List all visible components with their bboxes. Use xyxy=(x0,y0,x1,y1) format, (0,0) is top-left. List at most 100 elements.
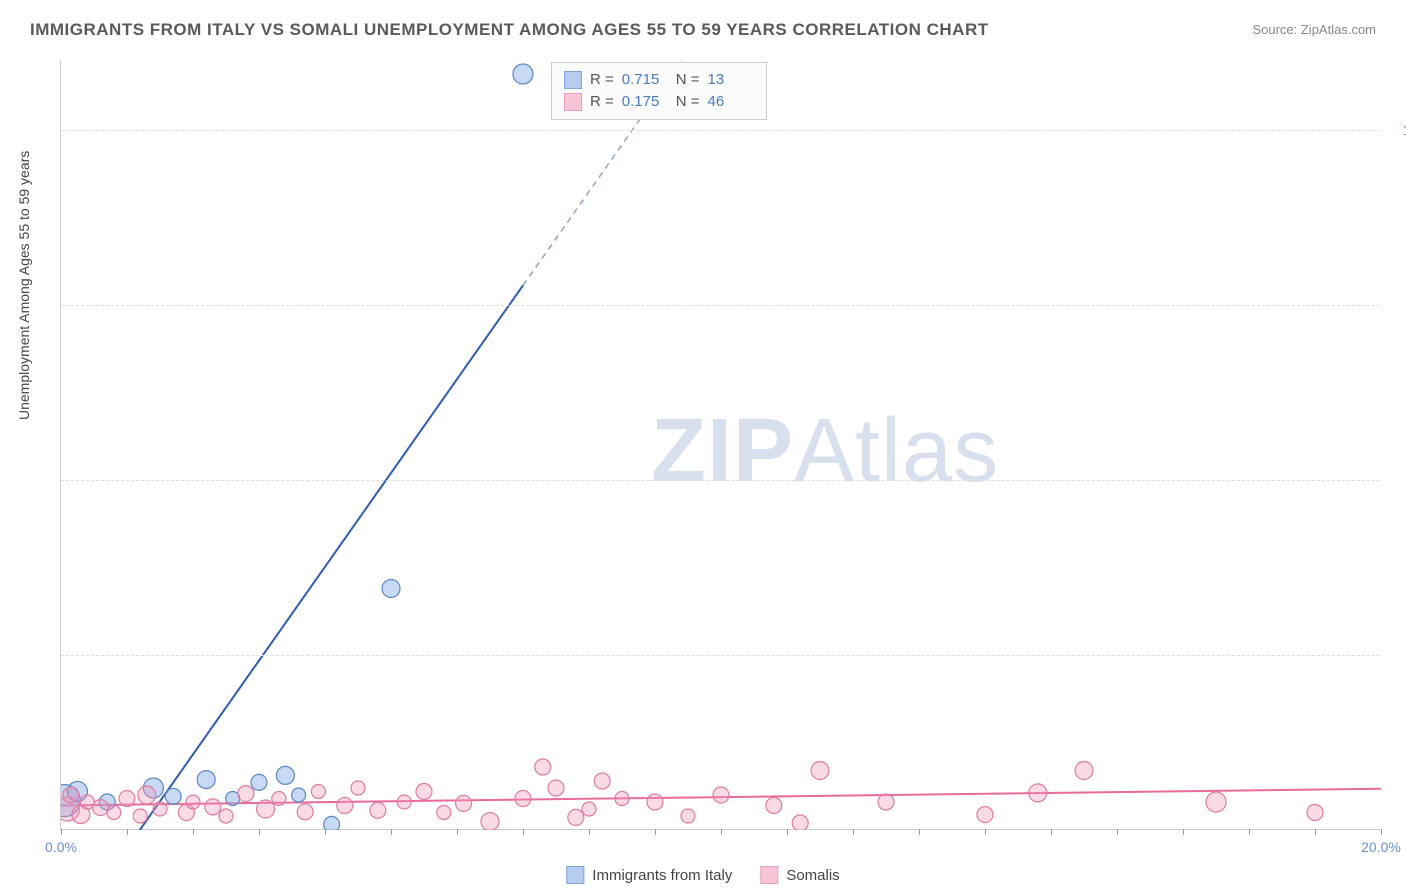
data-point xyxy=(272,792,286,806)
x-tick xyxy=(1051,829,1052,835)
y-tick-label: 100.0% xyxy=(1390,122,1406,138)
legend-row: R = 0.715 N = 13 xyxy=(564,69,754,91)
data-point xyxy=(257,800,275,818)
data-point xyxy=(766,798,782,814)
legend-row: R = 0.175 N = 46 xyxy=(564,91,754,113)
chart-svg xyxy=(61,60,1381,830)
x-tick xyxy=(787,829,788,835)
legend-label: Immigrants from Italy xyxy=(592,867,732,884)
legend-item: Somalis xyxy=(760,866,839,884)
trend-line xyxy=(61,285,523,830)
x-tick xyxy=(61,829,62,835)
legend-r-label: R = xyxy=(590,69,614,91)
x-tick xyxy=(127,829,128,835)
data-point xyxy=(297,804,313,820)
x-tick xyxy=(259,829,260,835)
data-point xyxy=(647,794,663,810)
data-point xyxy=(615,792,629,806)
data-point xyxy=(456,795,472,811)
data-point xyxy=(197,771,215,789)
x-tick xyxy=(919,829,920,835)
data-point xyxy=(324,816,340,830)
data-point xyxy=(107,806,121,820)
x-tick xyxy=(1381,829,1382,835)
data-point xyxy=(681,809,695,823)
x-tick xyxy=(457,829,458,835)
data-point xyxy=(93,800,109,816)
plot-area: ZIPAtlas R = 0.715 N = 13 R = 0.175 N = … xyxy=(60,60,1380,830)
x-tick xyxy=(1249,829,1250,835)
source-citation: Source: ZipAtlas.com xyxy=(1252,22,1376,37)
legend-n-label: N = xyxy=(676,69,700,91)
data-point xyxy=(416,784,432,800)
gridline xyxy=(61,655,1380,656)
x-tick xyxy=(325,829,326,835)
data-point xyxy=(133,809,147,823)
legend-label: Somalis xyxy=(786,867,839,884)
y-axis-title: Unemployment Among Ages 55 to 59 years xyxy=(16,151,32,420)
data-point xyxy=(513,64,533,84)
legend-n-value: 13 xyxy=(708,69,754,91)
data-point xyxy=(594,773,610,789)
data-point xyxy=(165,788,181,804)
x-tick xyxy=(985,829,986,835)
data-point xyxy=(548,780,564,796)
data-point xyxy=(1307,805,1323,821)
data-point xyxy=(568,809,584,825)
gridline xyxy=(61,480,1380,481)
data-point xyxy=(276,766,294,784)
legend-swatch xyxy=(566,866,584,884)
x-tick xyxy=(391,829,392,835)
gridline xyxy=(61,130,1380,131)
data-point xyxy=(219,809,233,823)
legend-n-label: N = xyxy=(676,91,700,113)
data-point xyxy=(119,791,135,807)
data-point xyxy=(437,806,451,820)
y-tick-label: 25.0% xyxy=(1390,647,1406,663)
data-point xyxy=(811,762,829,780)
legend-swatch xyxy=(564,93,582,111)
data-point xyxy=(515,791,531,807)
x-tick xyxy=(523,829,524,835)
y-tick-label: 75.0% xyxy=(1390,297,1406,313)
x-tick xyxy=(655,829,656,835)
data-point xyxy=(311,785,325,799)
legend-n-value: 46 xyxy=(708,91,754,113)
gridline xyxy=(61,305,1380,306)
data-point xyxy=(977,807,993,823)
x-tick-label: 0.0% xyxy=(45,839,77,855)
data-point xyxy=(351,781,365,795)
data-point xyxy=(713,787,729,803)
data-point xyxy=(535,759,551,775)
x-tick xyxy=(1117,829,1118,835)
x-tick-label: 20.0% xyxy=(1361,839,1401,855)
data-point xyxy=(153,802,167,816)
legend-r-value: 0.175 xyxy=(622,91,668,113)
data-point xyxy=(397,795,411,809)
data-point xyxy=(481,813,499,830)
legend-item: Immigrants from Italy xyxy=(566,866,732,884)
legend-swatch xyxy=(760,866,778,884)
data-point xyxy=(238,786,254,802)
data-point xyxy=(292,788,306,802)
data-point xyxy=(251,774,267,790)
correlation-legend: R = 0.715 N = 13 R = 0.175 N = 46 xyxy=(551,62,767,120)
data-point xyxy=(205,799,221,815)
legend-swatch xyxy=(564,71,582,89)
data-point xyxy=(1075,762,1093,780)
data-point xyxy=(186,795,200,809)
data-point xyxy=(582,802,596,816)
data-point xyxy=(63,787,79,803)
x-tick xyxy=(193,829,194,835)
data-point xyxy=(1029,784,1047,802)
chart-title: IMMIGRANTS FROM ITALY VS SOMALI UNEMPLOY… xyxy=(30,20,989,40)
data-point xyxy=(337,798,353,814)
data-point xyxy=(792,815,808,830)
legend-r-label: R = xyxy=(590,91,614,113)
x-tick xyxy=(589,829,590,835)
x-tick xyxy=(1315,829,1316,835)
legend-r-value: 0.715 xyxy=(622,69,668,91)
series-legend: Immigrants from Italy Somalis xyxy=(566,866,839,884)
data-point xyxy=(370,802,386,818)
x-tick xyxy=(853,829,854,835)
